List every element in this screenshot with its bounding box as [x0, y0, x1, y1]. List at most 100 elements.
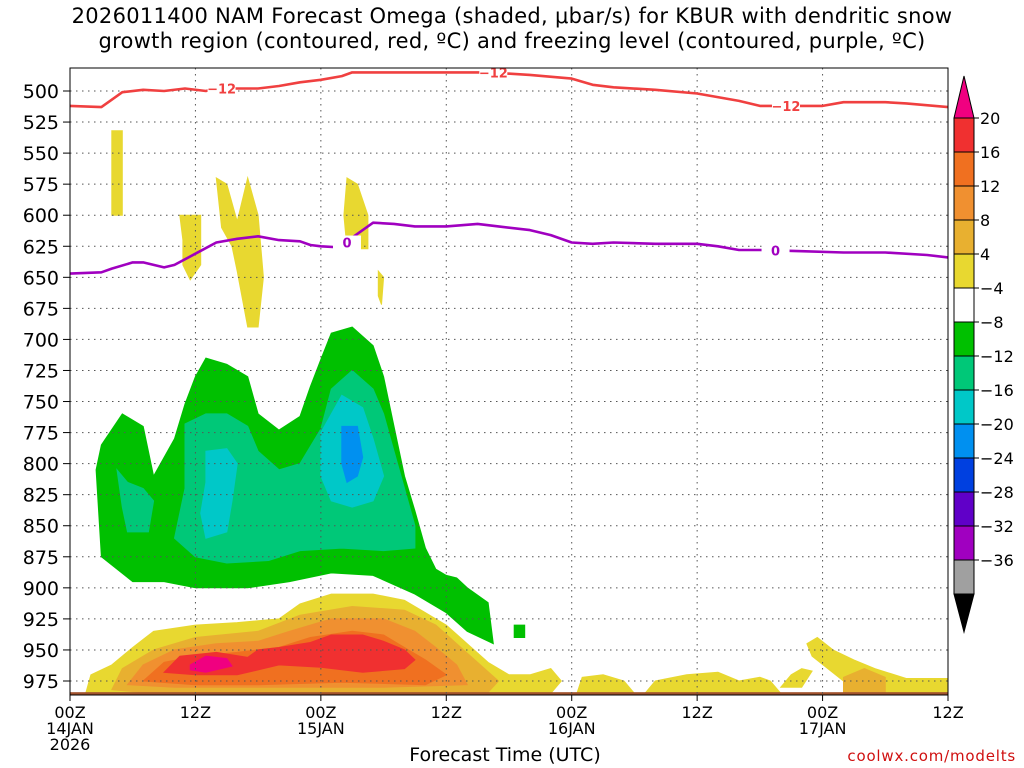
- x-tick-label-48-2: 16JAN: [548, 719, 596, 738]
- y-tick-label-675: 675: [23, 298, 59, 320]
- colorbar-band-3: [953, 219, 975, 255]
- colorbar-label-8: −16: [980, 381, 1014, 400]
- contour-minus12-label-bg-1: [479, 68, 508, 80]
- omega-region-1: [179, 214, 202, 281]
- freezing-level-label-1: 0: [771, 244, 780, 259]
- colorbar-band-8: [953, 389, 975, 425]
- colorbar-band-10: [953, 457, 975, 493]
- contour-minus12-label-bg-0: [207, 81, 236, 96]
- colorbar-band-5: [953, 287, 975, 323]
- colorbar-band-0: [953, 117, 975, 153]
- colorbar-label-11: −28: [980, 483, 1014, 502]
- contour-minus12-label-0: −12: [207, 83, 236, 98]
- y-tick-label-775: 775: [23, 423, 59, 445]
- omega-region-19: [643, 671, 782, 694]
- ground-surface: [70, 692, 948, 695]
- y-tick-label-925: 925: [23, 609, 59, 631]
- colorbar-label-13: −36: [980, 551, 1014, 570]
- colorbar-label-5: −4: [980, 279, 1004, 298]
- omega-region-20: [779, 668, 813, 688]
- y-tick-label-625: 625: [23, 236, 59, 258]
- omega-region-4: [377, 269, 385, 305]
- y-tick-label-575: 575: [23, 174, 59, 196]
- x-tick-label-36-1: 12Z: [431, 703, 462, 722]
- grid: [70, 68, 948, 695]
- y-tick-label-950: 950: [23, 640, 59, 662]
- y-tick-label-975: 975: [23, 671, 59, 693]
- plot-frame: [69, 67, 949, 696]
- x-tick-label-72-2: 17JAN: [799, 719, 847, 738]
- colorbar-band-1: [953, 151, 975, 187]
- colorbar-top-arrow: [953, 75, 975, 119]
- contours: −12 −12 −12 0 0: [70, 67, 948, 275]
- x-tick-label-72-1: 00Z: [807, 703, 838, 722]
- y-tick-label-750: 750: [23, 392, 59, 414]
- y-tick-label-550: 550: [23, 143, 59, 165]
- colorbar-label-0: 20: [980, 109, 1000, 128]
- y-tick-label-650: 650: [23, 267, 59, 289]
- x-axis-title: Forecast Time (UTC): [409, 744, 601, 766]
- freezing-level-label-bg-1: [761, 243, 790, 258]
- contour-minus12-label-bg-2: [771, 98, 800, 113]
- site-credit[interactable]: coolwx.com/modelts: [847, 747, 1016, 765]
- colorbar-label-2: 12: [980, 177, 1000, 196]
- contour-minus12-line: [70, 71, 948, 109]
- y-tick-label-825: 825: [23, 485, 59, 507]
- omega-region-7: [116, 468, 155, 533]
- colorbar-label-9: −20: [980, 415, 1014, 434]
- omega-region-17: [189, 655, 233, 673]
- omega-region-6: [513, 624, 526, 638]
- omega-region-21: [806, 636, 948, 694]
- x-tick-label-12-1: 12Z: [180, 703, 211, 722]
- chart-title: 2026011400 NAM Forecast Omega (shaded, μ…: [71, 4, 953, 53]
- freezing-level-label-bg-0: [332, 235, 361, 250]
- omega-region-2: [215, 175, 264, 328]
- y-tick-label-700: 700: [23, 329, 59, 351]
- x-tick-label-24-2: 15JAN: [297, 719, 345, 738]
- omega-region-11: [341, 425, 364, 484]
- y-tick-label-525: 525: [23, 112, 59, 134]
- contour-minus12-label-2: −12: [771, 100, 800, 115]
- x-tick-label-60-1: 12Z: [681, 703, 712, 722]
- colorbar-label-1: 16: [980, 143, 1000, 162]
- x-tick-label-0-3: 2026: [50, 735, 91, 754]
- colorbar-label-10: −24: [980, 449, 1014, 468]
- colorbar-label-3: 8: [980, 211, 990, 230]
- colorbar-band-9: [953, 423, 975, 459]
- x-tick-label-0-1: 00Z: [54, 703, 85, 722]
- freezing-level-label-0: 0: [342, 237, 351, 252]
- y-axis: 500 525 550 575 600 625 650 675 700 725 750 775 800 8…: [23, 81, 70, 693]
- omega-region-22: [843, 668, 886, 694]
- y-tick-label-900: 900: [23, 578, 59, 600]
- x-tick-label-24-1: 00Z: [305, 703, 336, 722]
- y-tick-label-875: 875: [23, 547, 59, 569]
- colorbar-bottom-arrow: [953, 593, 975, 634]
- y-tick-label-800: 800: [23, 454, 59, 476]
- colorbar-band-7: [953, 355, 975, 391]
- colorbar-band-13: [953, 559, 975, 595]
- x-tick-label-84-1: 12Z: [932, 703, 963, 722]
- colorbar-band-6: [953, 321, 975, 357]
- omega-region-18: [576, 674, 636, 694]
- x-tick-label-0-2: 14JAN: [46, 719, 94, 738]
- x-tick-label-48-1: 00Z: [556, 703, 587, 722]
- freezing-level-line: [70, 221, 948, 275]
- y-tick-label-500: 500: [23, 81, 59, 103]
- y-tick-label-850: 850: [23, 516, 59, 538]
- omega-region-0: [111, 130, 123, 216]
- colorbar-label-4: 4: [980, 245, 990, 264]
- omega-region-9: [200, 448, 238, 539]
- y-tick-label-725: 725: [23, 360, 59, 382]
- colorbar-band-11: [953, 491, 975, 527]
- colorbar-label-6: −8: [980, 313, 1004, 332]
- contour-minus12-label-1: −12: [479, 67, 508, 82]
- colorbar-label-12: −32: [980, 517, 1014, 536]
- colorbar-band-4: [953, 253, 975, 289]
- y-tick-label-600: 600: [23, 205, 59, 227]
- colorbar-band-12: [953, 525, 975, 561]
- colorbar: 20 16 12 8 4 −4 −8 −12 −16 −20 −24 −28 −32 −36: [953, 75, 1014, 634]
- colorbar-band-2: [953, 185, 975, 221]
- colorbar-label-7: −12: [980, 347, 1014, 366]
